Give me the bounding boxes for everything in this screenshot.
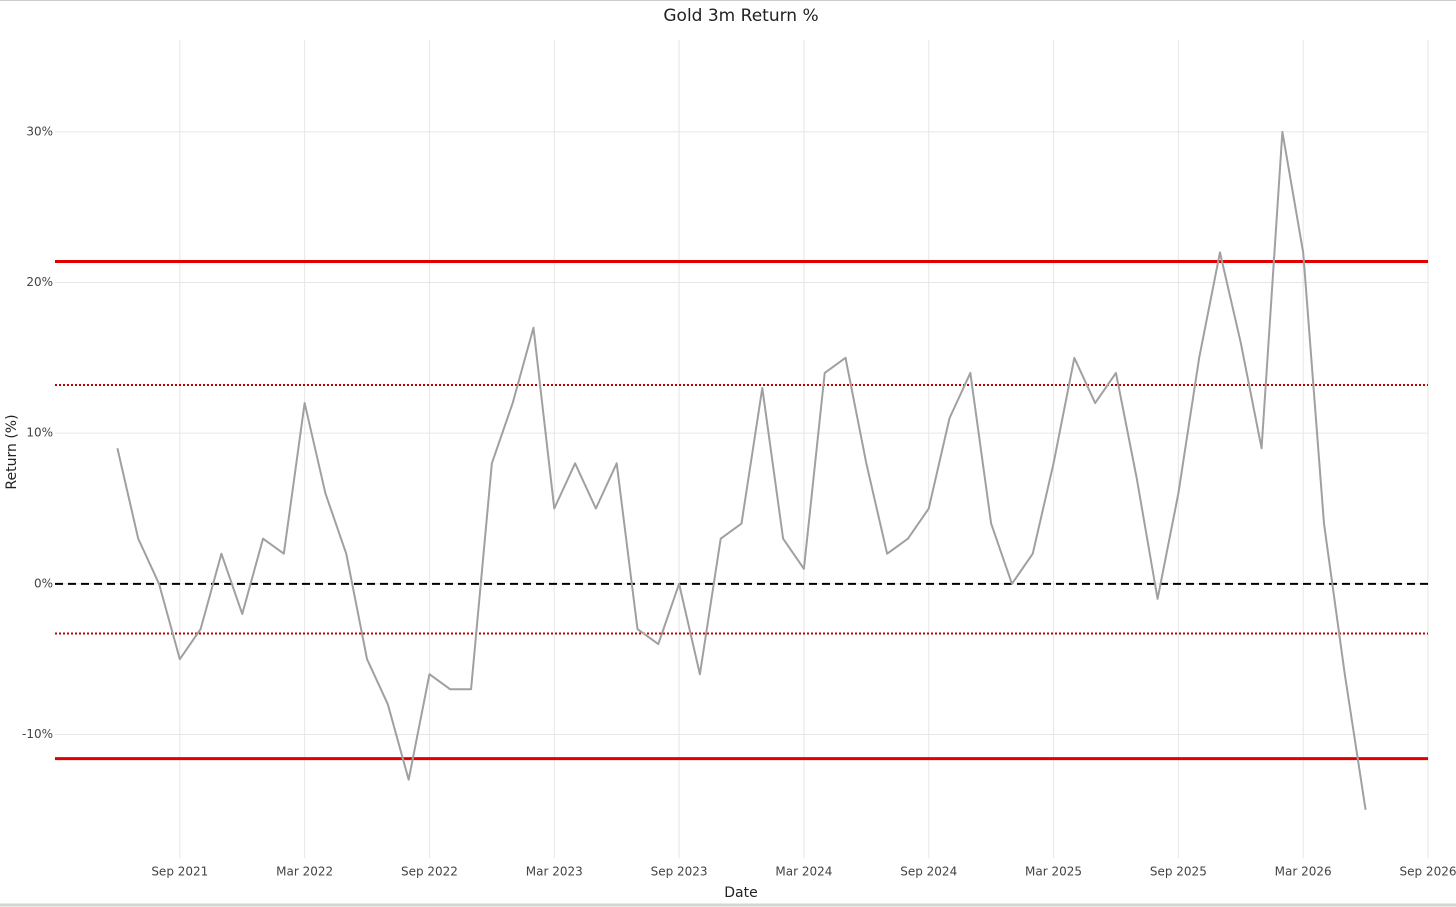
series-line (116, 130, 1367, 810)
x-tick-label: Mar 2023 (526, 865, 583, 879)
x-tick-label: Sep 2021 (151, 865, 208, 879)
y-tick-label: 20% (26, 275, 53, 289)
y-tick-label: 10% (26, 426, 53, 440)
x-tick-label: Sep 2026 (1400, 865, 1456, 879)
x-tick-label: Mar 2024 (775, 865, 832, 879)
x-tick-label: Mar 2025 (1025, 865, 1082, 879)
x-tick-label: Mar 2022 (276, 865, 333, 879)
x-tick-label: Sep 2024 (900, 865, 957, 879)
y-tick-label: 30% (26, 124, 53, 138)
x-tick-label: Sep 2023 (651, 865, 708, 879)
chart-title: Gold 3m Return % (663, 6, 818, 26)
y-tick-label: 0% (34, 576, 53, 590)
x-tick-label: Mar 2026 (1275, 865, 1332, 879)
x-tick-label: Sep 2022 (401, 865, 458, 879)
y-axis-title: Return (%) (4, 414, 20, 489)
x-axis-title: Date (724, 885, 757, 901)
y-tick-label: -10% (22, 727, 53, 741)
x-tick-label: Sep 2025 (1150, 865, 1207, 879)
